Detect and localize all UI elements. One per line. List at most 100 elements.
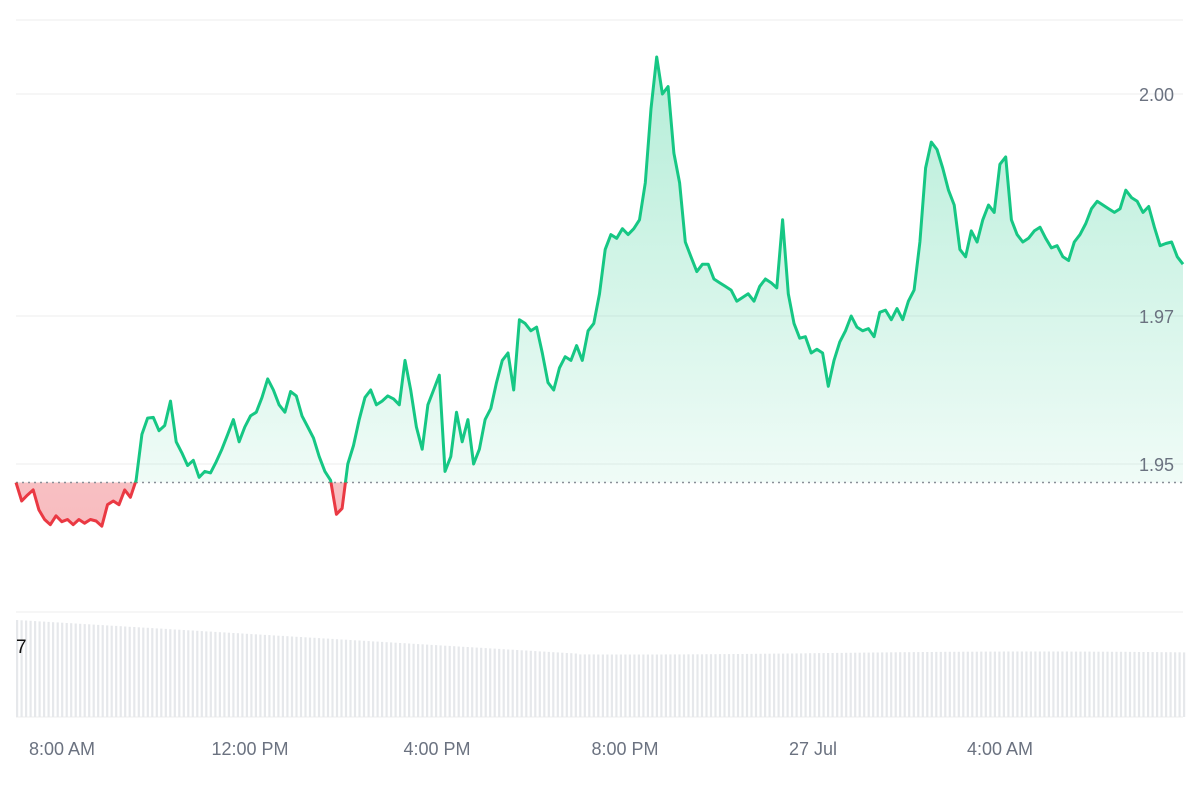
volume-bar bbox=[795, 653, 798, 717]
volume-bar bbox=[29, 620, 32, 717]
volume-bar bbox=[480, 647, 483, 717]
volume-bar bbox=[827, 653, 830, 717]
x-tick-label: 12:00 PM bbox=[211, 739, 288, 759]
volume-bar bbox=[187, 630, 190, 717]
x-tick-label: 8:00 AM bbox=[29, 739, 95, 759]
volume-bar bbox=[1056, 651, 1059, 717]
volume-bar bbox=[263, 634, 266, 717]
volume-bar bbox=[800, 653, 803, 717]
volume-bar bbox=[304, 637, 307, 717]
volume-bar bbox=[516, 650, 519, 717]
volume-bar bbox=[646, 654, 649, 717]
volume-bar bbox=[245, 633, 248, 717]
volume-bar bbox=[254, 634, 257, 717]
volume-bar bbox=[444, 645, 447, 717]
volume-bar bbox=[574, 653, 577, 717]
volume-bar bbox=[56, 622, 59, 717]
volume-bar bbox=[178, 629, 181, 717]
volume-bar bbox=[628, 654, 631, 717]
volume-bar bbox=[872, 652, 875, 717]
volume-bar bbox=[998, 651, 1001, 717]
volume-bar bbox=[696, 654, 699, 717]
volume-bar bbox=[259, 634, 262, 717]
volume-bar bbox=[1043, 651, 1046, 717]
volume-bar bbox=[1097, 651, 1100, 717]
volume-bar bbox=[655, 654, 658, 717]
volume-bar bbox=[1147, 652, 1150, 717]
volume-bar bbox=[791, 653, 794, 717]
volume-bar bbox=[367, 641, 370, 717]
volume-bar bbox=[412, 643, 415, 717]
volume-bar bbox=[408, 643, 411, 717]
volume-bar bbox=[372, 641, 375, 717]
volume-bar bbox=[944, 651, 947, 717]
x-tick-label: 4:00 PM bbox=[403, 739, 470, 759]
volume-bar bbox=[993, 651, 996, 717]
volume-bar bbox=[858, 652, 861, 717]
volume-bar bbox=[435, 645, 438, 717]
volume-bar bbox=[1151, 652, 1154, 717]
volume-bar bbox=[426, 644, 429, 717]
volume-bar bbox=[583, 654, 586, 717]
volume-bar bbox=[1007, 651, 1010, 717]
volume-bar bbox=[899, 652, 902, 717]
volume-bar bbox=[335, 639, 339, 717]
volume-bar bbox=[457, 646, 460, 717]
volume-bar bbox=[601, 654, 604, 717]
volume-bar bbox=[615, 654, 618, 717]
volume-bar bbox=[660, 654, 663, 717]
volume-bar bbox=[344, 639, 348, 717]
volume-bar bbox=[362, 640, 366, 717]
volume-bar bbox=[980, 651, 983, 717]
volume-bar bbox=[65, 623, 68, 717]
volume-bar bbox=[1119, 651, 1123, 717]
volume-bar bbox=[34, 621, 37, 717]
volume-bar bbox=[705, 654, 708, 717]
volume-bar bbox=[353, 640, 357, 717]
volume-bar bbox=[79, 623, 82, 717]
volume-bar bbox=[926, 652, 929, 717]
volume-bar bbox=[971, 651, 974, 717]
volume-bar bbox=[529, 650, 532, 717]
volume-bar bbox=[209, 631, 212, 717]
volume-bar bbox=[205, 631, 208, 717]
volume-bar bbox=[849, 652, 852, 717]
volume-bar bbox=[957, 651, 960, 717]
volume-bar bbox=[1137, 652, 1141, 717]
price-line bbox=[14, 55, 1185, 528]
volume-bar bbox=[326, 638, 330, 717]
volume-bar bbox=[525, 650, 528, 717]
volume-bar bbox=[43, 621, 46, 717]
volume-bar bbox=[894, 652, 897, 717]
volume-bar bbox=[651, 654, 654, 717]
volume-bar bbox=[110, 625, 113, 717]
volume-bar bbox=[727, 654, 731, 717]
volume-bar bbox=[1183, 652, 1186, 717]
volume-bar bbox=[682, 654, 686, 717]
volume-bar bbox=[597, 654, 600, 717]
volume-bar bbox=[818, 653, 821, 717]
volume-bar bbox=[119, 626, 122, 717]
volume-bar bbox=[236, 633, 239, 717]
volume-bar bbox=[137, 627, 140, 717]
volume-bar bbox=[214, 631, 217, 717]
volume-bar bbox=[917, 652, 920, 717]
volume-bar bbox=[507, 649, 510, 717]
volume-bar bbox=[295, 636, 298, 717]
volume-bar bbox=[840, 652, 843, 717]
volume-bar bbox=[290, 636, 294, 717]
price-line-up bbox=[16, 55, 1185, 483]
volume-bar bbox=[908, 652, 911, 717]
volume-bar bbox=[106, 625, 109, 717]
volume-bar bbox=[579, 654, 582, 717]
volume-bar bbox=[534, 651, 537, 717]
volume-bar bbox=[196, 630, 199, 717]
volume-bar bbox=[317, 638, 321, 717]
volume-bar bbox=[736, 654, 740, 717]
y-axis-ticks: 1.95 1.97 2.00 bbox=[1139, 85, 1174, 475]
volume-bar bbox=[912, 652, 915, 717]
volume-bar bbox=[1052, 651, 1055, 717]
volume-bar bbox=[232, 633, 235, 717]
volume-bar bbox=[448, 645, 451, 717]
volume-bar bbox=[673, 654, 676, 717]
